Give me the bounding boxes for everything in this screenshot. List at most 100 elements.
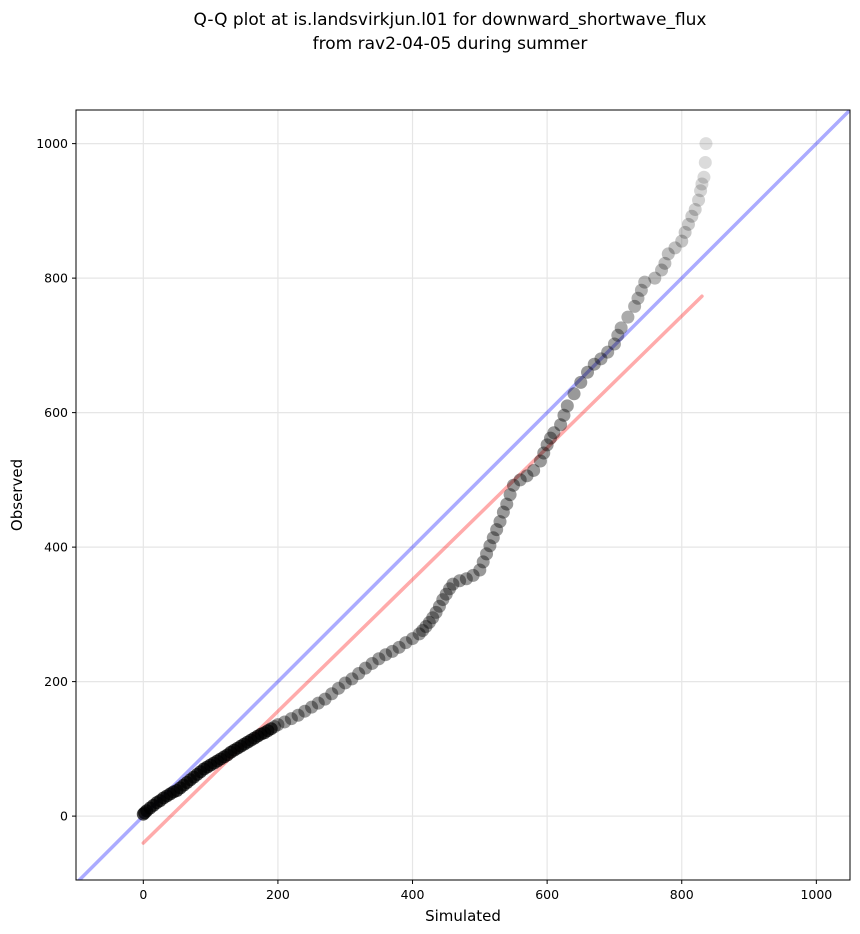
data-point xyxy=(694,184,708,198)
data-point xyxy=(446,577,460,591)
x-axis-ticks: 0 200 400 600 800 1000 xyxy=(139,880,832,902)
data-point xyxy=(480,547,494,561)
data-point xyxy=(500,497,514,511)
data-point xyxy=(611,328,625,342)
data-point xyxy=(268,720,282,734)
data-point xyxy=(496,505,510,519)
chart-title: Q-Q plot at is.landsvirkjun.l01 for down… xyxy=(0,8,860,56)
data-point xyxy=(681,217,695,231)
data-point xyxy=(668,241,682,255)
data-point xyxy=(429,605,443,619)
data-point xyxy=(473,563,487,577)
data-point xyxy=(432,599,446,613)
data-point xyxy=(439,587,453,601)
x-tick-label: 1000 xyxy=(800,887,832,902)
data-point xyxy=(547,426,561,440)
data-point xyxy=(587,357,601,371)
data-point xyxy=(385,644,399,658)
data-point xyxy=(658,256,672,270)
data-point xyxy=(298,704,312,718)
x-axis-label: Simulated xyxy=(425,907,501,925)
data-point xyxy=(486,531,500,545)
data-point xyxy=(422,615,436,629)
data-point xyxy=(466,568,480,582)
data-point xyxy=(567,387,581,401)
y-tick-label: 0 xyxy=(60,809,68,824)
data-point xyxy=(692,193,706,207)
chart-subtitle: from rav2-04-05 during summer xyxy=(312,34,588,54)
data-point xyxy=(412,627,426,641)
data-point xyxy=(506,478,520,492)
data-point xyxy=(483,539,497,553)
data-point xyxy=(453,574,467,588)
data-point xyxy=(661,247,675,261)
y-tick-label: 600 xyxy=(44,405,68,420)
data-point xyxy=(513,473,527,487)
y-tick-label: 800 xyxy=(44,271,68,286)
data-point xyxy=(655,263,669,277)
y-axis-ticks: 0 200 400 600 800 1000 xyxy=(36,136,76,824)
data-point xyxy=(372,652,386,666)
data-point xyxy=(675,234,689,248)
data-point xyxy=(271,718,285,732)
data-point xyxy=(379,648,393,662)
data-point xyxy=(688,203,702,217)
data-point xyxy=(311,696,325,710)
data-point xyxy=(560,399,574,413)
data-point xyxy=(527,463,541,477)
data-point xyxy=(264,722,278,736)
data-point xyxy=(537,446,551,460)
data-point xyxy=(443,582,457,596)
data-point xyxy=(476,555,490,569)
data-point xyxy=(338,676,352,690)
reference-lines xyxy=(76,110,850,880)
data-point xyxy=(554,418,568,432)
data-point xyxy=(493,515,507,529)
y-axis-label: Observed xyxy=(8,459,26,531)
y-tick-label: 1000 xyxy=(36,136,68,151)
data-point xyxy=(291,708,305,722)
data-point xyxy=(581,365,595,379)
data-point xyxy=(459,572,473,586)
data-point xyxy=(685,209,699,223)
data-point xyxy=(607,337,621,351)
x-tick-label: 400 xyxy=(401,887,425,902)
data-point xyxy=(365,656,379,670)
data-point xyxy=(631,291,645,305)
data-point xyxy=(325,687,339,701)
y-tick-label: 200 xyxy=(44,674,68,689)
chart-title-line1: Q-Q plot at is.landsvirkjun.l01 for down… xyxy=(193,10,707,30)
data-point xyxy=(358,661,372,675)
identity-line xyxy=(76,110,850,880)
data-point xyxy=(698,155,712,169)
data-point xyxy=(614,321,628,335)
data-point xyxy=(638,275,652,289)
data-point xyxy=(490,523,504,537)
data-point xyxy=(697,170,711,184)
data-point xyxy=(533,454,547,468)
data-point xyxy=(699,137,713,151)
grid-lines xyxy=(76,110,850,880)
data-point xyxy=(648,271,662,285)
y-tick-label: 400 xyxy=(44,540,68,555)
data-point xyxy=(601,345,615,359)
data-point xyxy=(557,408,571,422)
data-point xyxy=(352,667,366,681)
data-point xyxy=(634,283,648,297)
data-point xyxy=(399,636,413,650)
data-point xyxy=(695,177,709,191)
data-point xyxy=(318,692,332,706)
data-point xyxy=(305,700,319,714)
x-tick-label: 600 xyxy=(535,887,559,902)
data-points xyxy=(136,137,713,821)
x-tick-label: 200 xyxy=(266,887,290,902)
data-point xyxy=(628,299,642,313)
data-point xyxy=(436,593,450,607)
data-point xyxy=(543,431,557,445)
data-point xyxy=(621,310,635,324)
data-point xyxy=(284,712,298,726)
data-point xyxy=(406,632,420,646)
data-point xyxy=(331,681,345,695)
data-point xyxy=(520,469,534,483)
